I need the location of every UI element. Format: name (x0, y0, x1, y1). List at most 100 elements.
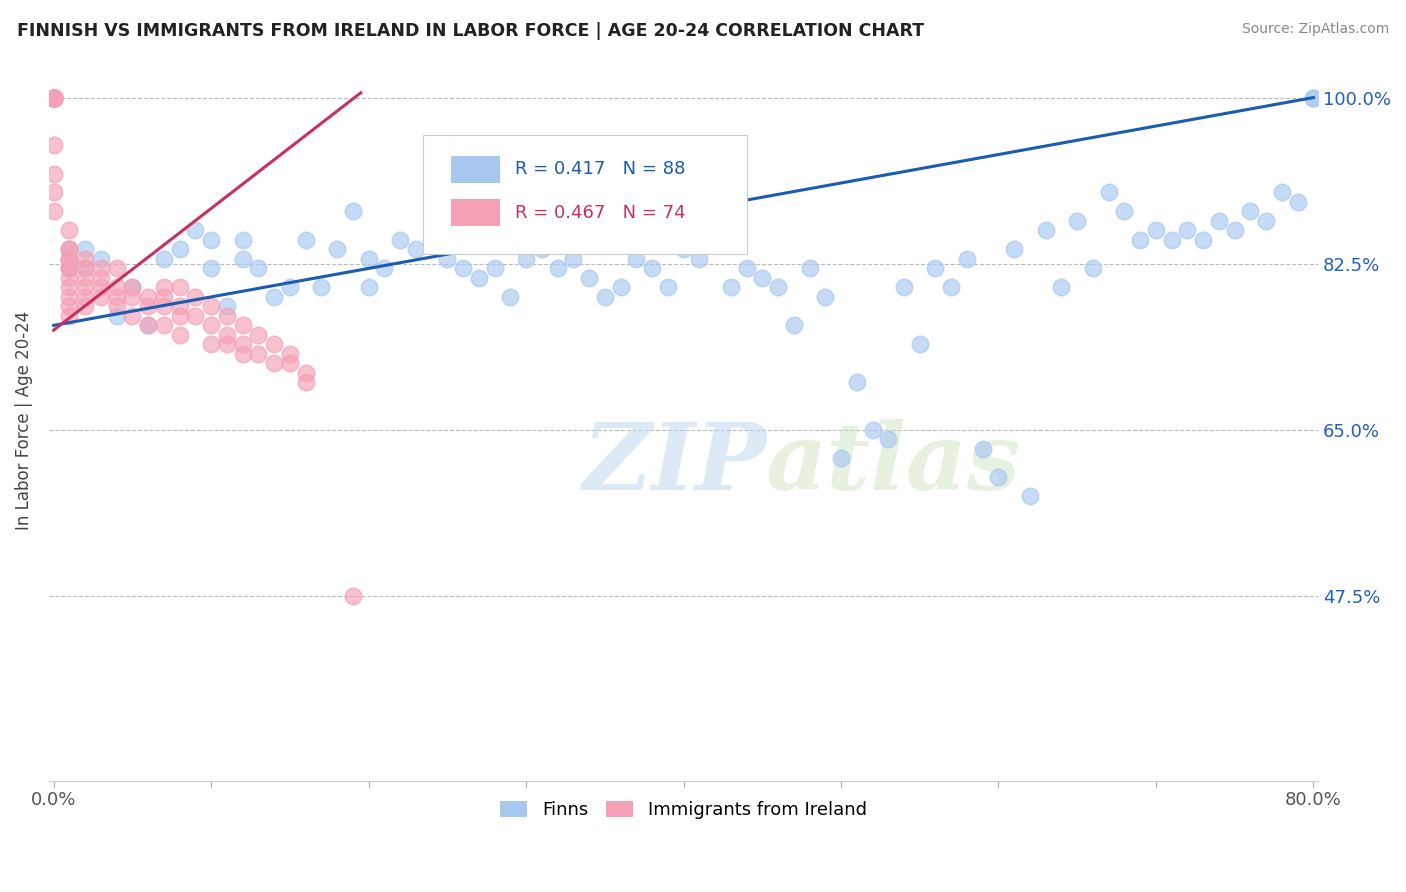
Point (1035, 223, 1057, 237)
Point (105, 299, 128, 313)
Point (956, 252, 979, 266)
Point (389, 233, 412, 247)
Point (153, 318, 176, 333)
Point (893, 280, 915, 294)
Point (1160, 233, 1182, 247)
Point (121, 309, 143, 323)
Point (530, 243, 553, 257)
Point (58, 223, 80, 237)
Point (75, 261, 97, 276)
Point (1208, 214, 1230, 228)
Text: ZIP: ZIP (582, 418, 766, 508)
Point (232, 347, 254, 361)
Point (405, 243, 427, 257)
Point (626, 252, 648, 266)
Point (1019, 489, 1042, 503)
Point (924, 261, 946, 276)
Point (58, 243, 80, 257)
Point (263, 356, 285, 370)
Point (311, 280, 333, 294)
Point (58, 261, 80, 276)
Point (593, 290, 616, 304)
Text: Source: ZipAtlas.com: Source: ZipAtlas.com (1241, 22, 1389, 37)
Bar (451, 155, 499, 183)
Point (105, 280, 128, 294)
Point (720, 280, 742, 294)
Point (342, 204, 364, 219)
Point (641, 261, 664, 276)
Point (42, 138, 65, 153)
Point (232, 337, 254, 351)
Point (42, 90, 65, 104)
Point (342, 589, 364, 603)
Point (58, 309, 80, 323)
Point (578, 271, 600, 285)
Text: R = 0.467   N = 74: R = 0.467 N = 74 (515, 203, 685, 221)
Point (845, 376, 868, 390)
Point (90, 252, 112, 266)
Point (184, 309, 207, 323)
Point (688, 252, 710, 266)
Point (42, 186, 65, 200)
Point (1223, 223, 1246, 237)
Point (153, 290, 176, 304)
Point (75, 271, 97, 285)
Point (105, 290, 128, 304)
Point (58, 252, 80, 266)
Y-axis label: In Labor Force | Age 20-24: In Labor Force | Age 20-24 (15, 310, 32, 530)
Point (58, 290, 80, 304)
Point (1192, 233, 1215, 247)
Point (42, 90, 65, 104)
Point (799, 261, 821, 276)
Point (941, 280, 963, 294)
Point (499, 290, 522, 304)
Point (42, 90, 65, 104)
Point (278, 280, 301, 294)
Point (58, 271, 80, 285)
Point (90, 271, 112, 285)
Point (436, 252, 458, 266)
Point (169, 280, 191, 294)
Point (58, 243, 80, 257)
Point (263, 337, 285, 351)
Point (972, 442, 994, 456)
Point (42, 90, 65, 104)
Point (58, 261, 80, 276)
Point (75, 252, 97, 266)
Point (58, 252, 80, 266)
Point (294, 376, 316, 390)
Point (169, 309, 191, 323)
Point (783, 318, 806, 333)
Point (75, 280, 97, 294)
Point (263, 290, 285, 304)
Point (766, 280, 789, 294)
Point (1129, 233, 1152, 247)
Point (562, 252, 585, 266)
Point (1177, 223, 1199, 237)
Bar (451, 199, 499, 227)
Point (672, 243, 695, 257)
Point (153, 280, 176, 294)
Point (484, 261, 506, 276)
Point (58, 252, 80, 266)
Point (326, 243, 349, 257)
Point (200, 261, 222, 276)
Point (200, 233, 222, 247)
Point (121, 280, 143, 294)
Point (136, 290, 159, 304)
Point (247, 261, 270, 276)
Point (200, 318, 222, 333)
Point (42, 90, 65, 104)
Point (357, 280, 380, 294)
Point (908, 337, 931, 351)
Point (735, 261, 758, 276)
Point (515, 252, 537, 266)
Point (58, 299, 80, 313)
Text: FINNISH VS IMMIGRANTS FROM IRELAND IN LABOR FORCE | AGE 20-24 CORRELATION CHART: FINNISH VS IMMIGRANTS FROM IRELAND IN LA… (17, 22, 924, 40)
Point (247, 347, 270, 361)
Point (420, 223, 443, 237)
Point (153, 299, 176, 313)
Point (657, 280, 679, 294)
Point (169, 243, 191, 257)
FancyBboxPatch shape (423, 136, 747, 254)
